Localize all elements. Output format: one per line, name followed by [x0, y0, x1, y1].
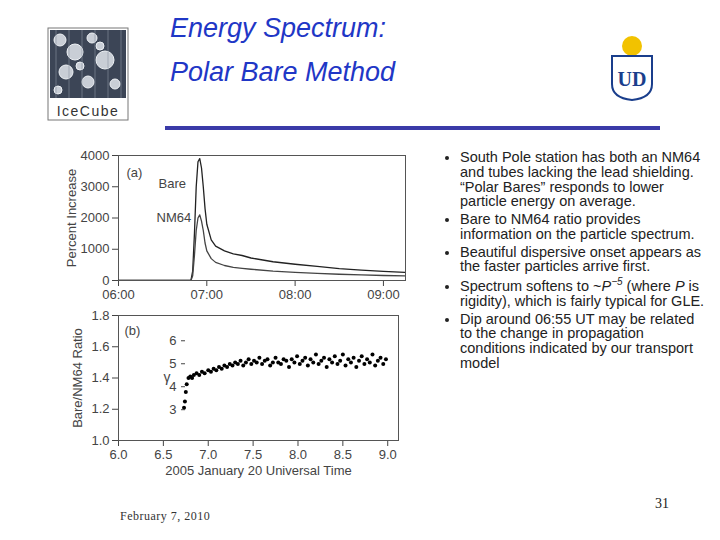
html-text:Dip around 06:55 UT may be rel: Dip around 06:55 UT may be related to th…: [460, 310, 695, 371]
svg-text:Bare/NM64 Ratio: Bare/NM64 Ratio: [70, 328, 85, 428]
svg-text:08:00: 08:00: [279, 287, 312, 302]
html-text:31: 31: [655, 496, 669, 511]
html-text:South Pole station has both an: South Pole station has both an NM64 and …: [460, 149, 701, 210]
svg-text:3: 3: [169, 402, 176, 417]
svg-text:1.8: 1.8: [91, 308, 109, 323]
html-text:Energy Spectrum:: Energy Spectrum:: [170, 13, 387, 43]
svg-text:(a): (a): [127, 165, 143, 180]
svg-text:8.0: 8.0: [289, 447, 307, 462]
svg-text:6.5: 6.5: [154, 447, 172, 462]
svg-text:(b): (b): [125, 323, 141, 338]
html-text:Spectrum softens to ~ P−5(wher: Spectrum softens to ~ P−5(where P is rig…: [460, 276, 705, 309]
svg-text:UD: UD: [618, 68, 647, 90]
svg-text:1000: 1000: [81, 241, 110, 256]
html-text:February 7, 2010: February 7, 2010: [120, 509, 211, 523]
svg-text:4: 4: [169, 379, 176, 394]
svg-text:7.0: 7.0: [199, 447, 217, 462]
svg-text:Bare: Bare: [159, 176, 186, 191]
html-text:Beautiful dispersive onset app: Beautiful dispersive onset appears as th…: [460, 243, 701, 275]
svg-text:09:00: 09:00: [367, 287, 400, 302]
svg-text:4000: 4000: [81, 148, 110, 163]
svg-text:6: 6: [169, 333, 176, 348]
svg-text:1.0: 1.0: [91, 433, 109, 448]
svg-text:2005 January 20 Universal Time: 2005 January 20 Universal Time: [165, 463, 351, 478]
svg-text:2000: 2000: [81, 210, 110, 225]
svg-text:8.5: 8.5: [334, 447, 352, 462]
svg-text:9.0: 9.0: [379, 447, 397, 462]
svg-text:3000: 3000: [81, 179, 110, 194]
svg-text:6.0: 6.0: [109, 447, 127, 462]
html-text:Polar Bare Method: Polar Bare Method: [170, 57, 396, 87]
svg-text:0: 0: [102, 273, 109, 288]
html-text:Bare to NM64 ratio provides in: Bare to NM64 ratio provides information …: [460, 211, 695, 242]
svg-text:1.6: 1.6: [91, 339, 109, 354]
svg-text:7.5: 7.5: [244, 447, 262, 462]
svg-text:NM64: NM64: [157, 210, 192, 225]
svg-text:Percent Increase: Percent Increase: [64, 169, 79, 267]
svg-text:1.2: 1.2: [91, 401, 109, 416]
svg-text:5: 5: [169, 356, 176, 371]
svg-text:1.4: 1.4: [91, 370, 109, 385]
svg-text:07:00: 07:00: [191, 287, 224, 302]
svg-text:γ: γ: [164, 369, 171, 385]
svg-text:IceCube: IceCube: [57, 103, 120, 119]
svg-text:06:00: 06:00: [102, 287, 135, 302]
